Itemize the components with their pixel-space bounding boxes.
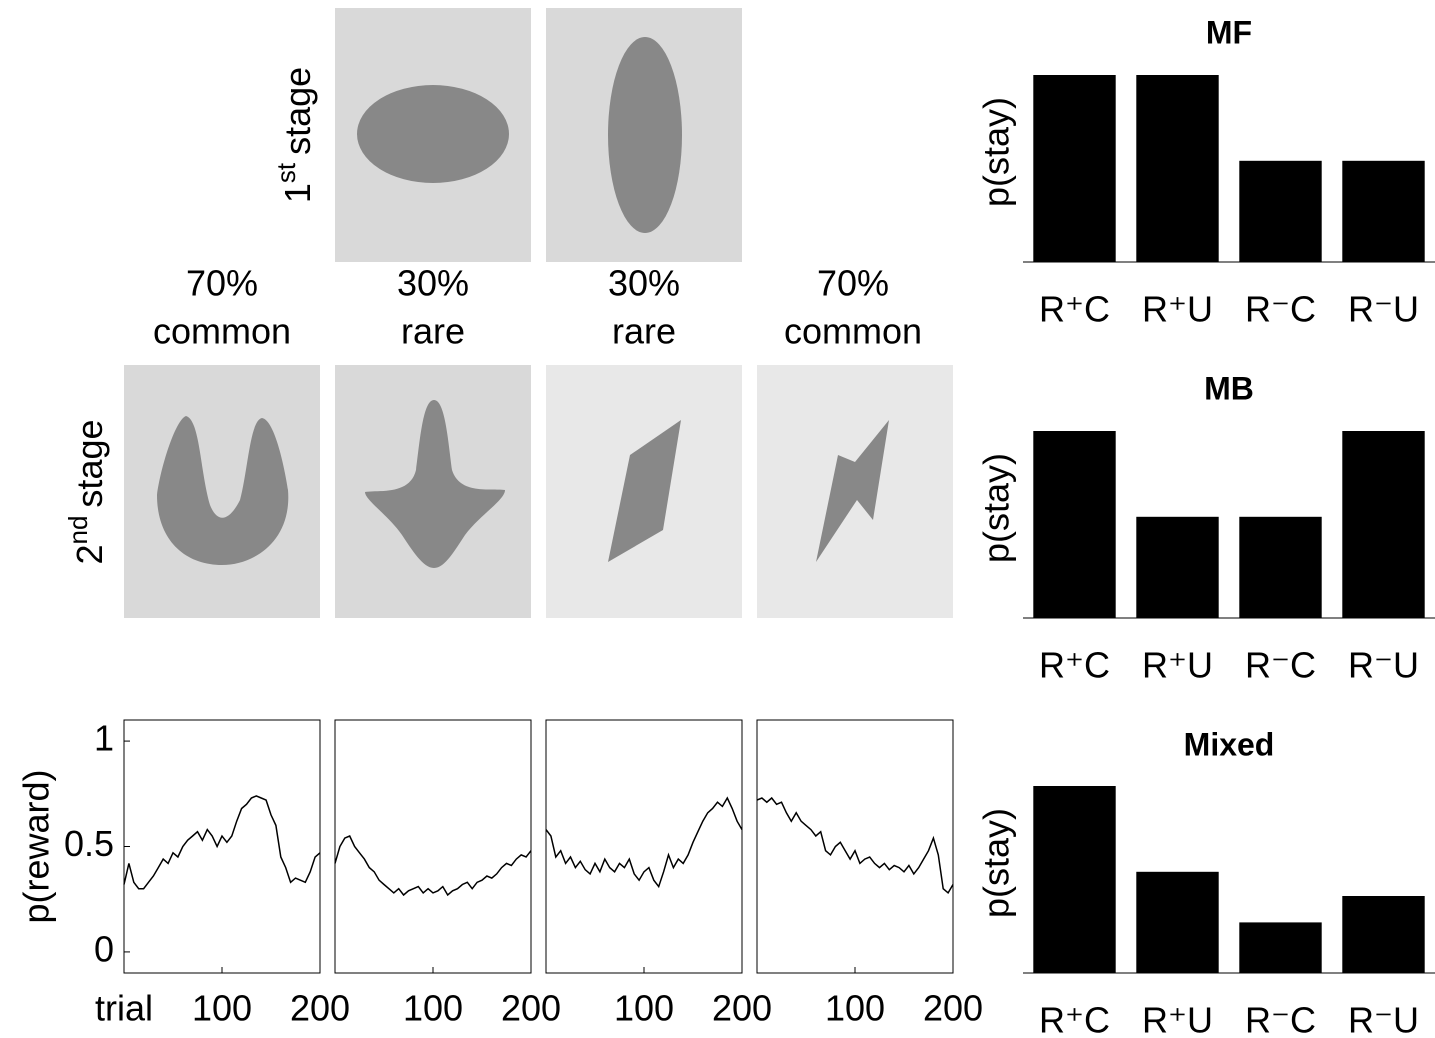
- x-tick-label: R⁺C: [1039, 645, 1110, 686]
- plot-frame: [756, 719, 954, 974]
- bar: [1136, 75, 1219, 262]
- stage-number: 1: [277, 183, 318, 203]
- plot-frame: [123, 719, 321, 974]
- stage-number: 2: [69, 544, 110, 564]
- stage-suffix: nd: [63, 516, 93, 545]
- x-tick-label: 200: [290, 988, 350, 1029]
- x-tick-label: 200: [923, 988, 983, 1029]
- x-tick-label: 200: [501, 988, 561, 1029]
- data-line: [545, 796, 743, 889]
- x-tick-label: R⁺C: [1039, 289, 1110, 330]
- bar: [1239, 922, 1322, 973]
- transition-label: common: [153, 311, 291, 352]
- x-tick-label: 100: [192, 988, 252, 1029]
- x-tick-label: R⁻C: [1245, 645, 1316, 686]
- x-tick-label: R⁺C: [1039, 1000, 1110, 1038]
- x-tick-label: R⁻U: [1348, 645, 1419, 686]
- x-tick-label: R⁺U: [1142, 289, 1213, 330]
- plot-frame: [334, 719, 532, 974]
- bar: [1136, 871, 1219, 973]
- data-line: [334, 835, 532, 897]
- stimulus-shape: [357, 85, 509, 183]
- transition-percent: 70%: [186, 263, 258, 304]
- x-tick-label: R⁻C: [1245, 289, 1316, 330]
- x-tick-label: 100: [403, 988, 463, 1029]
- transition-percent: 30%: [608, 263, 680, 304]
- y-axis-label: p(stay): [976, 97, 1017, 207]
- bar: [1136, 516, 1219, 618]
- transition-percent: 70%: [817, 263, 889, 304]
- stimulus-shape: [608, 37, 682, 233]
- transition-label: rare: [612, 311, 676, 352]
- stage-suffix: st: [271, 162, 301, 183]
- x-tick-label: R⁻U: [1348, 289, 1419, 330]
- y-axis-label: p(stay): [976, 808, 1017, 918]
- y-axis-label: p(reward): [16, 769, 57, 923]
- transition-percent: 30%: [397, 263, 469, 304]
- transition-label: rare: [401, 311, 465, 352]
- y-tick-label: 1: [94, 718, 114, 759]
- bar: [1239, 160, 1322, 262]
- x-tick-label: R⁺U: [1142, 1000, 1213, 1038]
- bar: [1033, 431, 1116, 618]
- x-tick-label: 100: [614, 988, 674, 1029]
- stimulus-shape: [157, 416, 289, 565]
- chart-title: MF: [1206, 14, 1252, 50]
- stimulus-shape: [365, 400, 505, 568]
- stage-label: 2nd stage: [63, 419, 110, 564]
- y-tick-label: 0.5: [64, 823, 114, 864]
- x-tick-label: R⁺U: [1142, 645, 1213, 686]
- bar: [1342, 431, 1425, 618]
- x-tick-label: R⁻U: [1348, 1000, 1419, 1038]
- stimulus-shape: [608, 420, 681, 562]
- bar: [1342, 160, 1425, 262]
- y-tick-label: 0: [94, 928, 114, 969]
- bar: [1033, 786, 1116, 973]
- y-axis-label: p(stay): [976, 453, 1017, 563]
- x-tick-label: R⁻C: [1245, 1000, 1316, 1038]
- chart-title: MB: [1204, 370, 1254, 406]
- plot-frame: [545, 719, 743, 974]
- bar: [1239, 516, 1322, 618]
- stage-word: stage: [69, 419, 110, 507]
- stage-label: 1st stage: [271, 67, 318, 203]
- bar: [1033, 75, 1116, 262]
- data-line: [756, 796, 954, 895]
- stimulus-box: [124, 365, 320, 618]
- x-axis-label: trial: [95, 988, 153, 1029]
- chart-title: Mixed: [1184, 726, 1275, 762]
- data-line: [123, 795, 321, 890]
- x-tick-label: 200: [712, 988, 772, 1029]
- x-tick-label: 100: [825, 988, 885, 1029]
- bar: [1342, 896, 1425, 973]
- stage-word: stage: [277, 67, 318, 155]
- transition-label: common: [784, 311, 922, 352]
- stimulus-shape: [816, 420, 889, 562]
